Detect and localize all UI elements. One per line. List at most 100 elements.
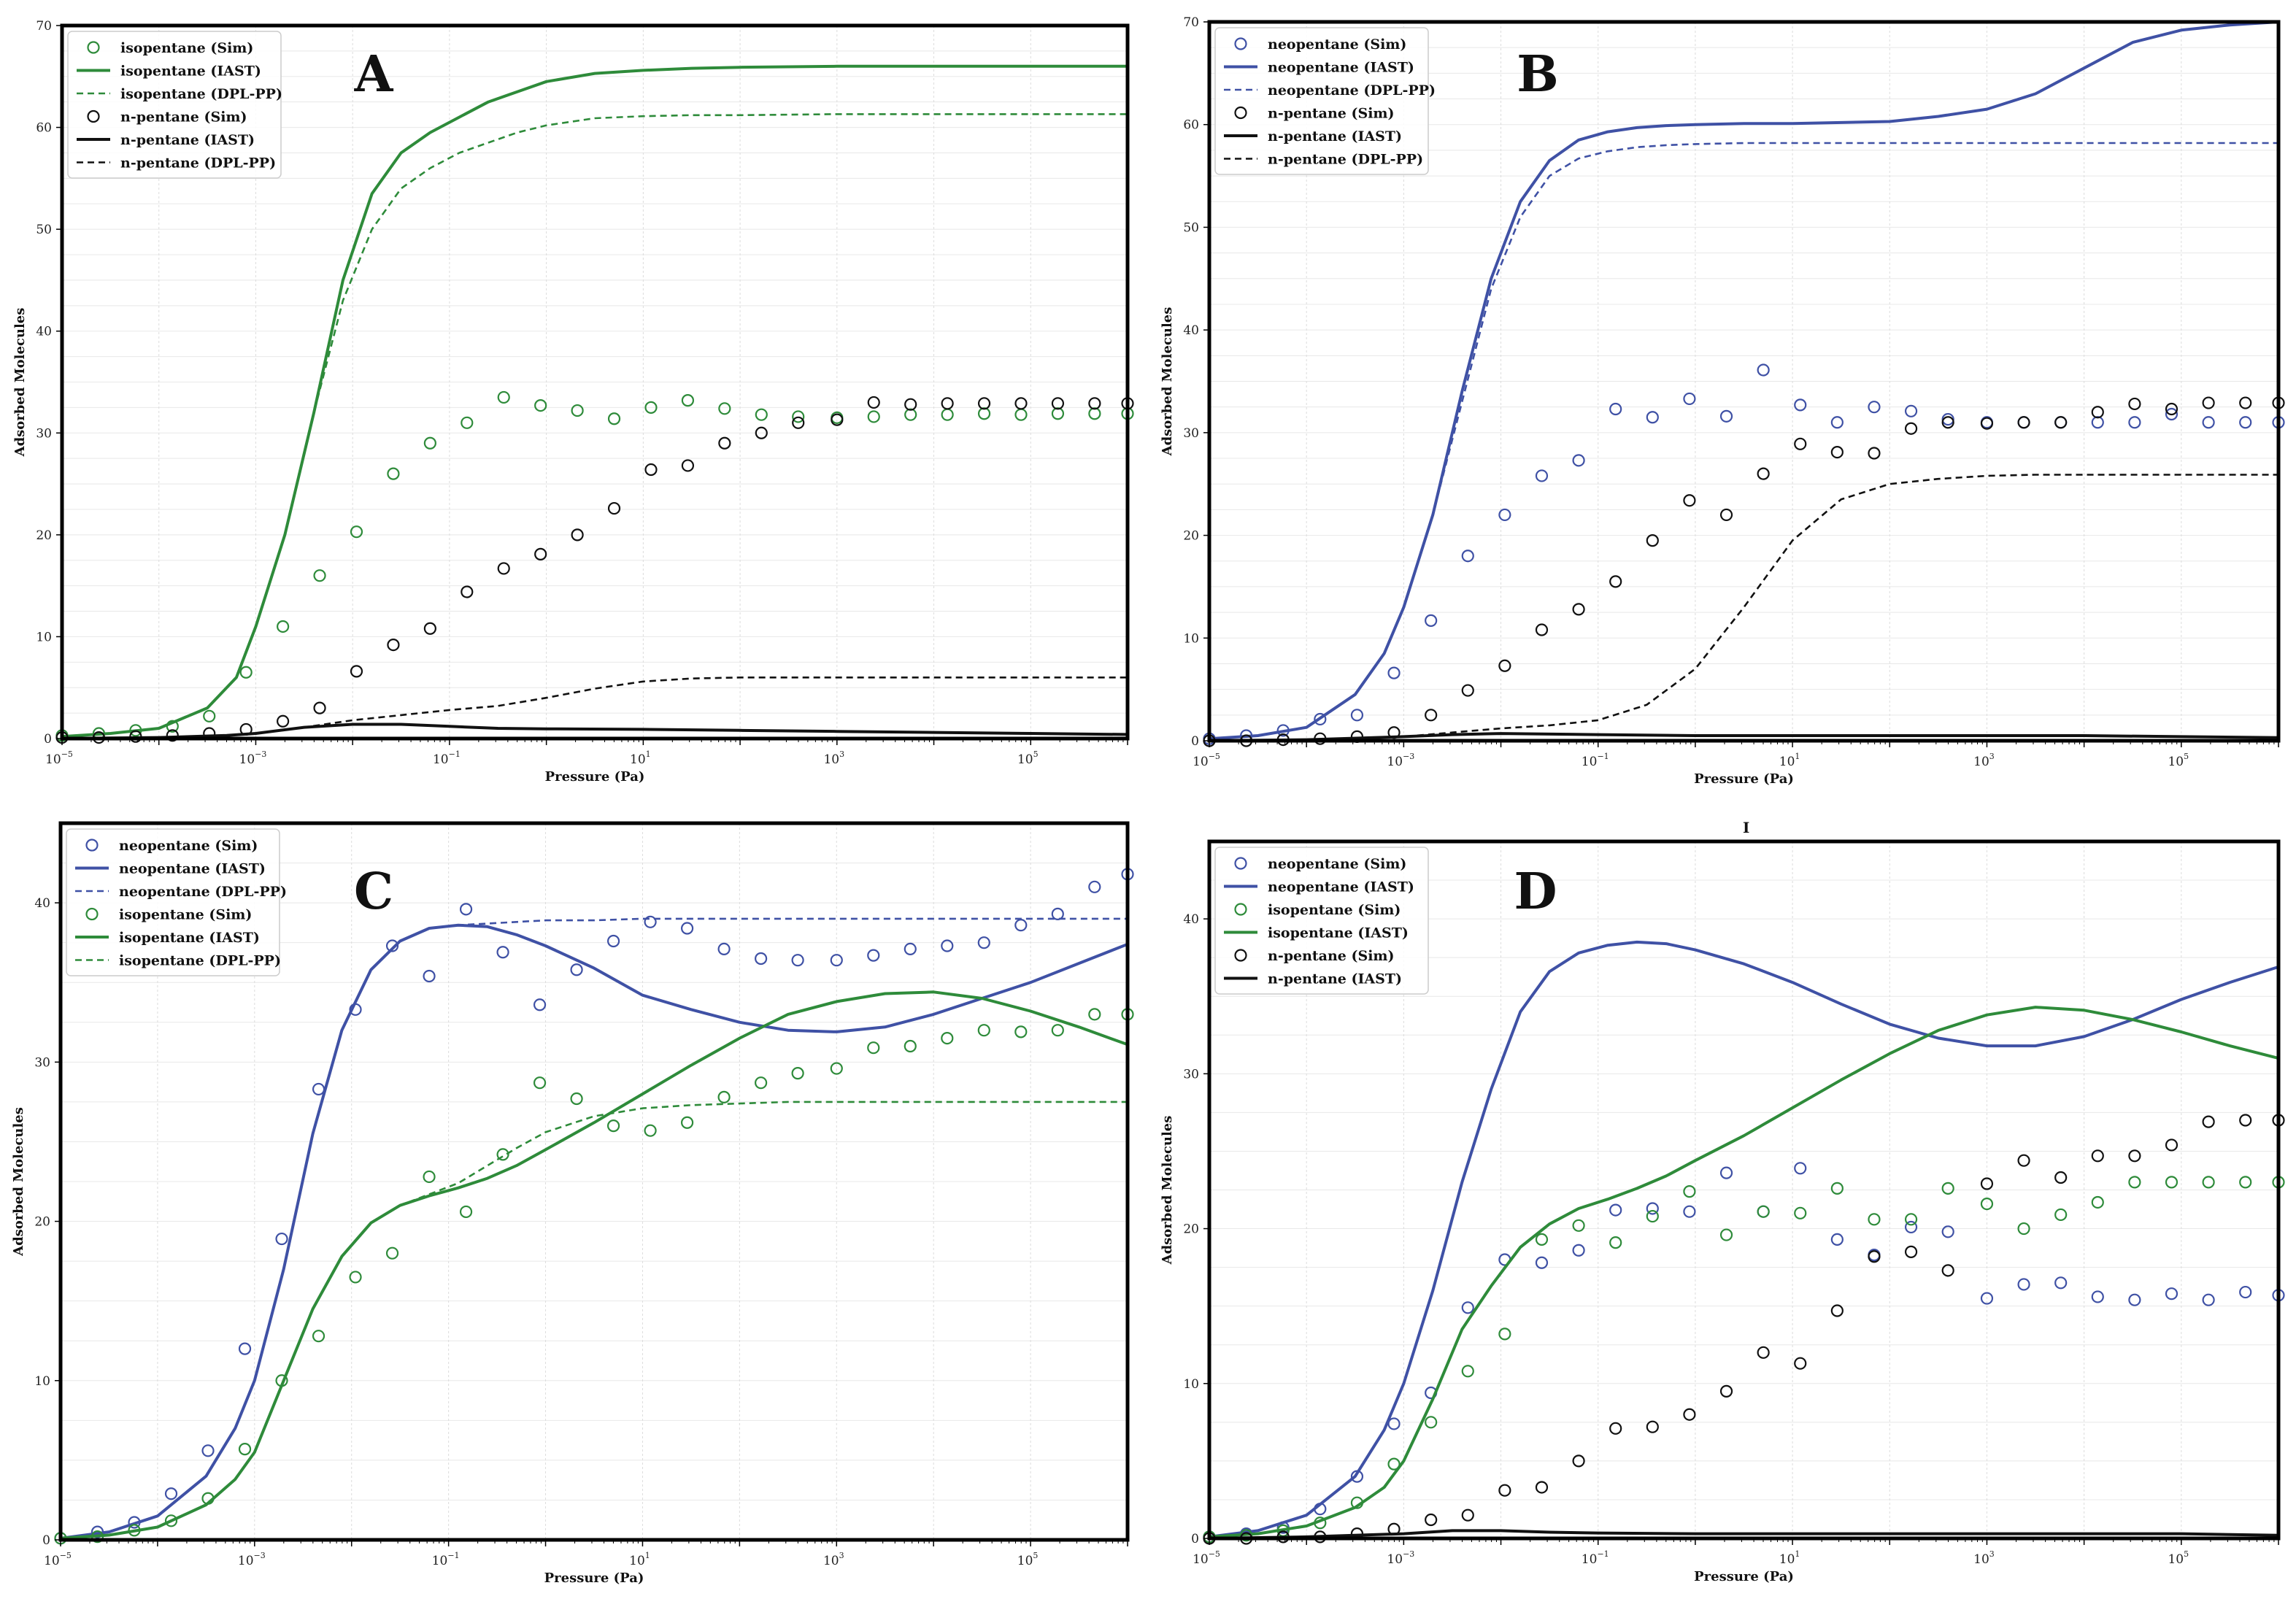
panel-b-y-tick-label: 30 bbox=[1183, 426, 1199, 441]
panel-b-y-ticks: 0 10 20 30 40 50 60 70 bbox=[1183, 15, 1209, 749]
panel-a-series-isopentane-sim-point bbox=[350, 525, 363, 539]
panel-d-series-n-pentane-sim-point bbox=[1609, 1422, 1622, 1435]
panel-d-series-n-pentane-sim-point bbox=[1719, 1384, 1733, 1398]
panel-c-series-neopentane-sim-point bbox=[791, 954, 804, 967]
panel-b-legend-marker bbox=[1234, 106, 1247, 120]
panel-b-series-neopentane-sim-point bbox=[1683, 392, 1696, 406]
panel-c-series-neopentane-sim-point bbox=[1051, 907, 1064, 920]
panel-b-legend-marker bbox=[1234, 37, 1247, 50]
panel-a-series-isopentane-sim-point bbox=[571, 404, 584, 417]
panel-a-legend-marker bbox=[87, 41, 100, 54]
panel-d-frame bbox=[1207, 839, 2281, 1541]
panel-a-legend-entry: n-pentane (Sim) bbox=[87, 109, 247, 126]
panel-b-series-n-pentane-sim-point bbox=[1868, 447, 1881, 460]
panel-a-series-isopentane-sim-point bbox=[718, 402, 731, 415]
panel-b-x-tick-label: 10−5 bbox=[1193, 752, 1220, 769]
panel-a-x-tick-label: 103 bbox=[823, 749, 844, 767]
panel-a-legend-entry: isopentane (Sim) bbox=[87, 40, 253, 56]
panel-d-series-n-pentane-sim-point bbox=[1425, 1513, 1438, 1527]
panel-c-series-isopentane-sim bbox=[54, 1008, 1134, 1545]
panel-d-series-isopentane-sim-point bbox=[1980, 1197, 1994, 1211]
panel-a-series-n-pentane-sim-point bbox=[792, 416, 805, 429]
panel-a-series-n-pentane-sim-point bbox=[644, 463, 658, 477]
panel-d-x-tick-label: 10−1 bbox=[1582, 1549, 1609, 1567]
panel-c-series-isopentane-dpl-pp-line bbox=[60, 1101, 1128, 1540]
panel-a-legend: isopentane (Sim) isopentane (IAST) isopent… bbox=[67, 31, 282, 179]
panel-a-x-tick-label: 10−5 bbox=[45, 749, 73, 767]
panel-c-y-tick-label: 20 bbox=[34, 1215, 50, 1230]
panel-b-x-tick-label: 105 bbox=[2168, 752, 2189, 769]
panel-c-x-tick-label: 101 bbox=[629, 1551, 650, 1568]
panel-d-legend-entry: n-pentane (Sim) bbox=[1234, 948, 1395, 964]
panel-d-series-isopentane-sim-point bbox=[1646, 1209, 1659, 1223]
panel-d-series-neopentane-sim-point bbox=[2165, 1287, 2178, 1300]
panel-c-x-tick-label: 10−5 bbox=[44, 1551, 72, 1568]
panel-a-series-n-pentane-sim-point bbox=[461, 585, 474, 598]
panel-c-series-neopentane-sim-point bbox=[275, 1232, 288, 1246]
panel-c-y-axis-label: Adsorbed Molecules bbox=[11, 1107, 26, 1257]
panel-a-series-isopentane-sim-point bbox=[423, 436, 436, 450]
panel-d-series-n-pentane-sim-point bbox=[1904, 1245, 1918, 1258]
panel-b-y-axis-label: Adsorbed Molecules bbox=[1160, 307, 1175, 457]
panel-b: 0 10 20 30 40 50 60 70 10−5 10−3 10−1 101 103 105 Pres… bbox=[1160, 15, 2285, 787]
panel-c-series-isopentane-sim-point bbox=[867, 1041, 880, 1055]
panel-a-series-n-pentane-sim-point bbox=[1051, 397, 1065, 410]
panel-c-series-neopentane-sim-point bbox=[496, 946, 509, 959]
panel-b-letter: B bbox=[1517, 45, 1558, 104]
panel-a-series-n-pentane-sim-point bbox=[534, 547, 547, 560]
panel-c-series-isopentane-sim-point bbox=[496, 1148, 509, 1161]
panel-d-series-isopentane-sim-point bbox=[1535, 1233, 1549, 1246]
panel-b-y-tick-label: 10 bbox=[1183, 631, 1199, 646]
panel-d-y-tick-label: 30 bbox=[1183, 1067, 1199, 1082]
panel-c-y-tick-label: 10 bbox=[34, 1374, 50, 1389]
panel-c-series-neopentane-sim-point bbox=[238, 1342, 252, 1355]
panel-d-series-n-pentane-sim-point bbox=[1794, 1357, 1807, 1370]
panel-c-frame bbox=[58, 821, 1130, 1542]
panel-a-frame bbox=[60, 23, 1130, 741]
panel-c-series-isopentane-sim-point bbox=[941, 1031, 954, 1045]
panel-d-series-n-pentane-sim-point bbox=[2091, 1149, 2104, 1163]
panel-d-series-neopentane-sim bbox=[1203, 1162, 2285, 1544]
panel-d-series-isopentane-sim-point bbox=[1498, 1327, 1511, 1341]
panel-a-series-isopentane-sim-point bbox=[607, 412, 621, 425]
panel-d-x-tick-label: 10−5 bbox=[1193, 1549, 1220, 1567]
panel-c-series-isopentane-sim-point bbox=[423, 1170, 436, 1184]
panel-c-series-isopentane-sim-point bbox=[977, 1024, 990, 1037]
panel-c-series-isopentane-sim-point bbox=[717, 1090, 731, 1103]
panel-b-series-n-pentane-sim-point bbox=[1719, 508, 1733, 522]
panel-b-legend-label: n-pentane (Sim) bbox=[1268, 106, 1395, 122]
panel-a-legend-label: n-pentane (IAST) bbox=[120, 132, 255, 148]
panel-a-x-tick-label: 10−1 bbox=[433, 749, 461, 767]
panel-b-series-n-pentane-sim-point bbox=[2128, 397, 2141, 411]
panel-b-legend-entry: neopentane (IAST) bbox=[1224, 60, 1414, 76]
panel-d-legend: neopentane (Sim) neopentane (IAST) isopent… bbox=[1214, 847, 1429, 995]
panel-d-legend-entry: n-pentane (IAST) bbox=[1224, 971, 1402, 987]
panel-d-legend-label: isopentane (Sim) bbox=[1268, 902, 1401, 918]
panel-b-x-tick-label: 101 bbox=[1779, 752, 1800, 769]
panel-b-series-n-pentane-sim-point bbox=[1498, 659, 1511, 672]
panel-d-series-n-pentane-iast-line bbox=[1209, 1529, 2279, 1540]
panel-b-legend-entry: n-pentane (IAST) bbox=[1224, 128, 1402, 144]
panel-b-series-neopentane-sim-point bbox=[2128, 416, 2141, 429]
panel-a-y-tick-label: 50 bbox=[36, 223, 52, 237]
panel-d-series-n-pentane-sim-point bbox=[1646, 1420, 1659, 1433]
panel-d-series-n-pentane-sim-point bbox=[1757, 1346, 1770, 1359]
panel-c-series bbox=[54, 868, 1134, 1545]
panel-c-series-isopentane-sim-point bbox=[830, 1062, 843, 1075]
panel-a-series-n-pentane-sim-point bbox=[277, 714, 290, 728]
panel-d-series-n-pentane-sim-point bbox=[1683, 1408, 1696, 1421]
panel-b-series-neopentane-sim-point bbox=[1941, 412, 1954, 426]
panel-c-y-tick-label: 0 bbox=[42, 1533, 50, 1548]
panel-b-x-tick-label: 10−1 bbox=[1582, 752, 1609, 769]
panel-a-series-n-pentane-sim-point bbox=[350, 665, 363, 678]
panel-c-x-tick-label: 103 bbox=[823, 1551, 844, 1568]
panel-a-letter: A bbox=[354, 45, 394, 104]
panel-a-series-isopentane-sim-point bbox=[644, 401, 658, 414]
panel-d-x-tick-label: 101 bbox=[1779, 1549, 1800, 1567]
panel-a-series-isopentane-sim-point bbox=[461, 416, 474, 429]
panel-a-series-isopentane-sim-point bbox=[277, 620, 290, 633]
panel-d-y-tick-label: 40 bbox=[1183, 912, 1199, 927]
panel-b-series-n-pentane-sim-point bbox=[1904, 422, 1918, 435]
panel-d-series-n-pentane-sim-point bbox=[1572, 1454, 1585, 1468]
